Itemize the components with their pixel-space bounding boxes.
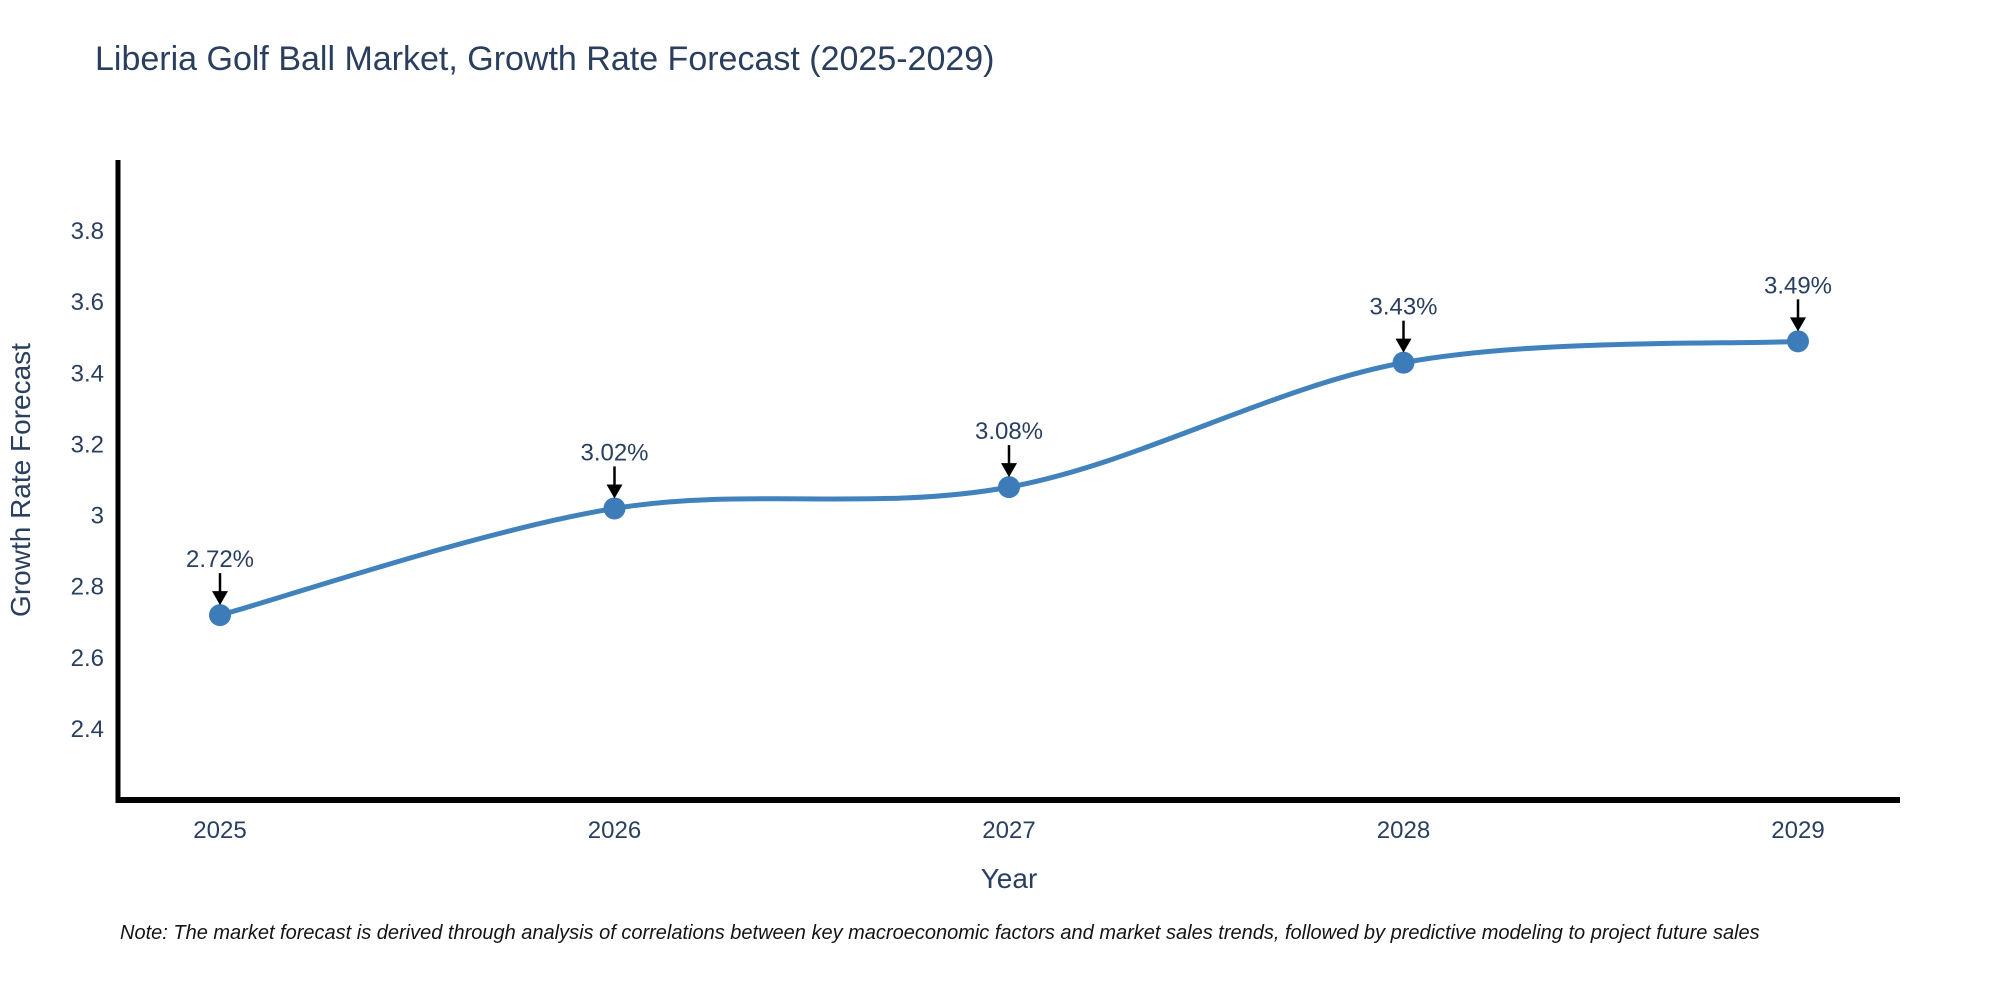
data-point-marker [209, 604, 231, 627]
x-tick-label: 2026 [588, 817, 641, 844]
y-tick-label: 3 [91, 503, 104, 530]
data-point-marker [603, 497, 626, 520]
tick-layer: 2.4 2.6 2.8 3 3.2 3.4 3.6 3.8 2025 2026 2027 2028 20… [71, 218, 1825, 844]
x-tick-label: 2029 [1771, 817, 1824, 844]
y-tick-label: 3.2 [71, 431, 104, 458]
y-tick-label: 3.8 [71, 218, 104, 245]
x-axis-title: Year [981, 863, 1038, 894]
annotation-layer: 2.72% 3.02% 3.08% 3.43% 3.49% [186, 272, 1832, 606]
data-point-marker [1787, 330, 1809, 353]
footnote: Note: The market forecast is derived thr… [120, 922, 1760, 944]
annotation-arrow-head [1001, 463, 1017, 478]
annotation-arrow-head [606, 484, 623, 499]
x-tick-label: 2025 [193, 817, 246, 844]
chart-title: Liberia Golf Ball Market, Growth Rate Fo… [95, 40, 995, 78]
x-tick-label: 2027 [982, 817, 1035, 844]
y-tick-label: 2.6 [71, 645, 104, 672]
y-axis-title: Growth Rate Forecast [5, 343, 36, 617]
y-tick-label: 3.6 [71, 289, 104, 316]
annotation-arrow-head [1395, 338, 1412, 353]
y-tick-label: 3.4 [71, 360, 104, 387]
y-tick-label: 2.8 [71, 574, 104, 601]
point-value-label: 3.08% [975, 418, 1043, 445]
y-tick-label: 2.4 [71, 716, 104, 743]
data-point-marker [1392, 351, 1415, 374]
axes-layer [115, 160, 1900, 803]
x-tick-label: 2028 [1377, 817, 1430, 844]
data-point-marker [998, 476, 1020, 499]
point-value-label: 3.43% [1369, 294, 1437, 321]
annotation-arrow-head [1790, 317, 1806, 332]
point-value-label: 2.72% [186, 546, 254, 573]
point-value-label: 3.49% [1764, 272, 1832, 299]
annotation-arrow-head [212, 591, 228, 606]
series-layer [209, 330, 1809, 627]
point-value-label: 3.02% [580, 439, 648, 466]
